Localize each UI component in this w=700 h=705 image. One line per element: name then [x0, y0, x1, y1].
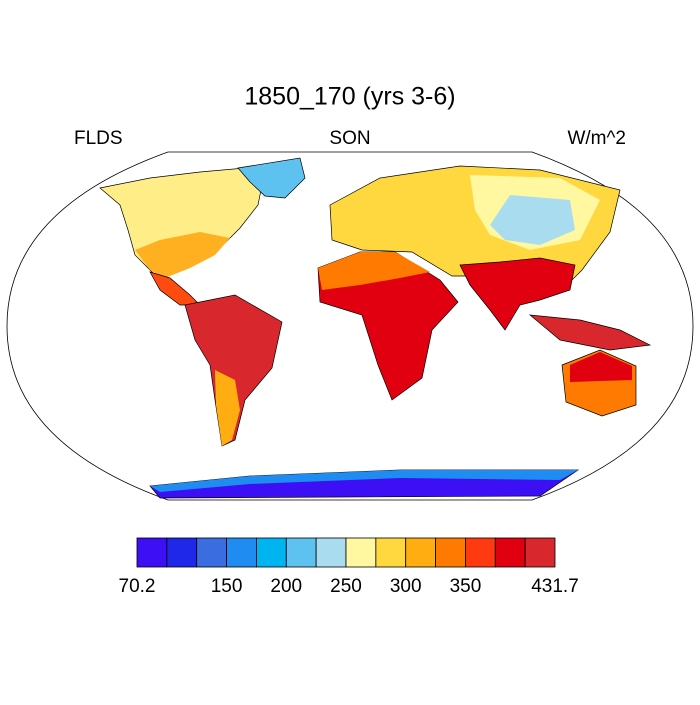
colorbar-box [435, 537, 466, 568]
south-america-south [215, 370, 240, 446]
title: 1850_170 (yrs 3-6) [244, 83, 455, 111]
season-label: SON [329, 128, 370, 149]
colorbar-box [196, 537, 227, 568]
colorbar-box [465, 537, 496, 568]
north-america-south [135, 232, 230, 278]
colorbar-label: 350 [450, 576, 482, 597]
maritime-continent [528, 314, 652, 351]
africa-north [318, 252, 430, 290]
colorbar-box [136, 537, 168, 568]
south-asia [459, 257, 576, 331]
colorbar-label: 250 [330, 576, 362, 597]
units-label: W/m^2 [567, 128, 626, 149]
colorbar-box [166, 537, 198, 568]
colorbar-box [226, 537, 257, 568]
colorbar-label: 431.7 [531, 576, 579, 597]
land [99, 157, 652, 499]
tibet-siberia [490, 195, 575, 245]
colorbar-box [285, 537, 317, 568]
colorbar-label: 300 [390, 576, 422, 597]
south-america [184, 294, 283, 447]
colorbar-label: 200 [270, 576, 302, 597]
colorbar-box [375, 537, 407, 568]
map [6, 151, 694, 501]
colorbar-box [315, 537, 347, 568]
colorbar-box [524, 537, 556, 568]
australia-north [570, 352, 632, 382]
colorbar: 70.2 150 200 250 300 350 431.7 [119, 537, 579, 597]
antarctica-coast [150, 470, 578, 492]
greenland [237, 157, 306, 199]
colorbar-box [256, 537, 287, 568]
colorbar-box [345, 537, 377, 568]
colorbar-label: 150 [211, 576, 243, 597]
colorbar-box [494, 537, 526, 568]
colorbar-box [405, 537, 436, 568]
variable-label: FLDS [74, 128, 123, 149]
colorbar-label: 70.2 [119, 576, 156, 597]
